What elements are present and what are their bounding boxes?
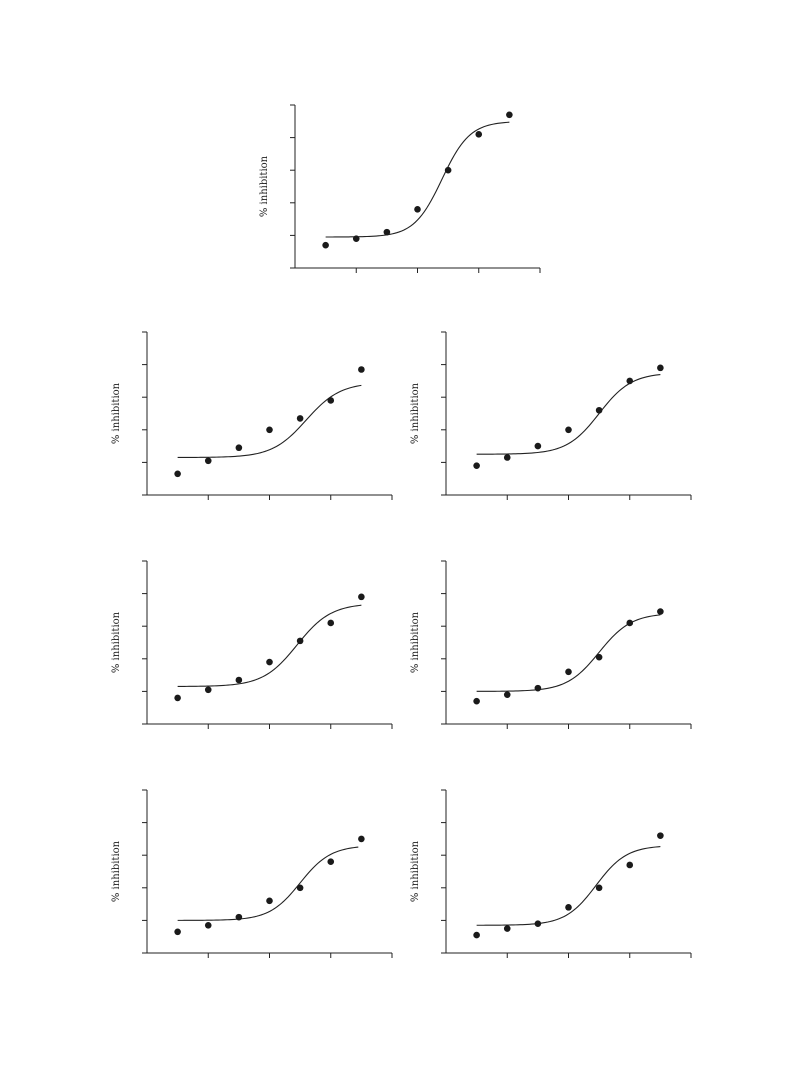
data-point bbox=[174, 928, 181, 936]
data-point bbox=[506, 111, 513, 119]
data-point bbox=[534, 442, 542, 450]
y-axis-label: % inhibition bbox=[410, 840, 421, 902]
plot-row3-left: % inhibition bbox=[111, 789, 393, 958]
data-point bbox=[327, 619, 335, 627]
plot-row3-right: % inhibition bbox=[410, 789, 692, 958]
data-point bbox=[174, 470, 181, 478]
plot-row1-left: % inhibition bbox=[111, 331, 393, 500]
y-axis-label: % inhibition bbox=[410, 382, 421, 444]
data-point bbox=[235, 444, 243, 452]
y-axis-label: % inhibition bbox=[111, 382, 122, 444]
fit-curve bbox=[177, 604, 362, 687]
data-point bbox=[327, 858, 335, 866]
plot-row2-right: % inhibition bbox=[410, 560, 692, 729]
data-point bbox=[595, 884, 603, 892]
fit-curve bbox=[177, 846, 359, 921]
data-point bbox=[534, 684, 542, 692]
data-point bbox=[657, 832, 664, 839]
fit-curve bbox=[476, 373, 661, 455]
data-point bbox=[327, 397, 335, 404]
data-point bbox=[235, 913, 243, 921]
data-point bbox=[626, 377, 634, 385]
data-point bbox=[657, 608, 664, 615]
data-point bbox=[565, 426, 572, 434]
data-point bbox=[204, 686, 212, 694]
data-point bbox=[322, 241, 329, 249]
data-point bbox=[383, 228, 391, 236]
data-point bbox=[595, 406, 603, 414]
data-point bbox=[358, 835, 365, 843]
data-point bbox=[503, 691, 511, 698]
data-point bbox=[296, 415, 304, 422]
y-axis-label: % inhibition bbox=[111, 840, 122, 902]
data-point bbox=[266, 897, 273, 905]
data-point bbox=[444, 166, 452, 174]
data-point bbox=[266, 426, 273, 434]
data-point bbox=[473, 462, 480, 469]
data-point bbox=[235, 676, 243, 684]
plot-row2-left: % inhibition bbox=[111, 560, 393, 729]
y-axis-label: % inhibition bbox=[259, 155, 270, 217]
plot-row1-right: % inhibition bbox=[410, 331, 692, 500]
data-point bbox=[358, 366, 365, 373]
data-point bbox=[296, 884, 304, 892]
data-point bbox=[503, 454, 511, 461]
plot-top: % inhibition bbox=[259, 104, 541, 273]
y-axis-label: % inhibition bbox=[111, 611, 122, 673]
data-point bbox=[626, 861, 634, 869]
fit-curve bbox=[476, 846, 661, 926]
data-point bbox=[595, 653, 603, 661]
data-point bbox=[565, 904, 572, 911]
data-point bbox=[534, 920, 542, 927]
data-point bbox=[204, 457, 212, 465]
fit-curve bbox=[325, 121, 510, 238]
data-point bbox=[414, 206, 421, 213]
data-point bbox=[204, 921, 212, 929]
data-point bbox=[657, 364, 664, 372]
data-point bbox=[473, 931, 480, 939]
data-point bbox=[266, 658, 273, 666]
data-point bbox=[174, 694, 181, 702]
data-point bbox=[565, 668, 572, 676]
data-point bbox=[475, 131, 483, 138]
data-point bbox=[358, 593, 365, 601]
data-point bbox=[352, 235, 360, 242]
data-point bbox=[473, 697, 480, 705]
fit-curve bbox=[177, 384, 362, 459]
data-point bbox=[503, 925, 511, 932]
data-point bbox=[296, 637, 304, 645]
fit-curve bbox=[476, 614, 661, 692]
data-point bbox=[626, 619, 634, 627]
y-axis-label: % inhibition bbox=[410, 611, 421, 673]
